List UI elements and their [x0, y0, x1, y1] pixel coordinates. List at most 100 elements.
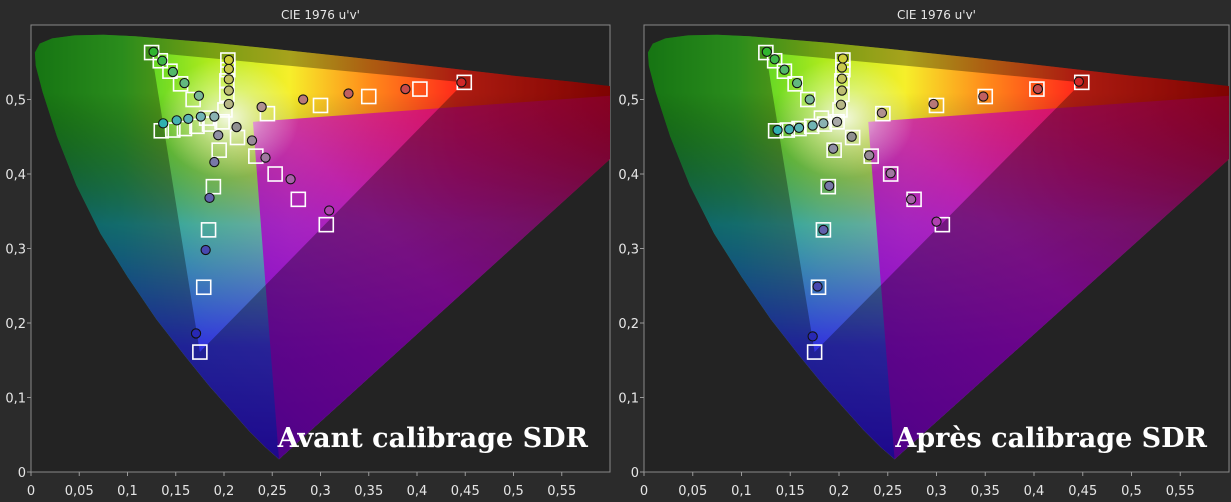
- chart-panel-1: CIE 1976 u'v' 0 0,05 0,1 0,15 0,2 0,25 0,3 0,35 0…: [5, 8, 611, 499]
- target-point-29: [815, 222, 832, 238]
- measured-point-23: [885, 168, 896, 179]
- x-tick-label: 0,2: [829, 484, 850, 499]
- x-tick-label: 0,4: [1024, 484, 1045, 499]
- measured-point-7: [223, 74, 234, 85]
- target-point-20: [803, 118, 820, 135]
- target-point-13: [1029, 81, 1045, 97]
- target-point-27: [806, 344, 823, 360]
- x-tick-label: 0,15: [161, 484, 190, 499]
- x-tick-label: 0,3: [926, 484, 947, 499]
- measured-point-22: [906, 194, 917, 205]
- chart-caption: Avant calibrage SDR: [277, 423, 589, 454]
- target-point-29: [200, 222, 217, 238]
- target-point-0: [758, 44, 774, 61]
- measured-point-0: [761, 46, 772, 57]
- measured-point-19: [807, 120, 818, 131]
- y-tick-label: 0,5: [618, 94, 639, 109]
- target-point-16: [875, 105, 891, 122]
- measured-point-8: [836, 73, 848, 84]
- measured-point-6: [223, 63, 234, 75]
- chart-caption: Après calibrage SDR: [894, 423, 1207, 454]
- y-tick-label: 0,5: [5, 94, 26, 109]
- measured-point-3: [791, 77, 803, 89]
- measured-point-20: [324, 205, 335, 216]
- target-point-22: [318, 216, 335, 233]
- target-point-28: [195, 279, 212, 296]
- y-tick-label: 0,4: [5, 168, 26, 183]
- measured-point-14: [928, 98, 939, 110]
- measured-point-8: [223, 85, 234, 96]
- measured-point-11: [400, 83, 411, 95]
- measured-point-17: [183, 113, 194, 125]
- x-tick-label: 0,05: [678, 484, 707, 499]
- y-tick-label: 0,2: [618, 317, 639, 332]
- measured-point-6: [837, 53, 849, 64]
- measured-point-17: [784, 124, 795, 135]
- target-point-27: [192, 344, 208, 360]
- measured-point-4: [804, 94, 815, 105]
- target-point-28: [810, 279, 827, 296]
- measured-point-22: [260, 152, 271, 163]
- measured-point-1: [157, 55, 168, 66]
- target-point-6: [829, 114, 845, 130]
- x-tick-label: 0,3: [310, 484, 331, 499]
- target-point-24: [267, 166, 283, 182]
- target-point-16: [259, 105, 276, 122]
- measured-point-12: [1032, 83, 1044, 95]
- target-point-23: [290, 191, 307, 208]
- x-tick-label: 0,55: [1166, 484, 1195, 499]
- measured-point-20: [818, 118, 829, 129]
- target-point-31: [211, 142, 227, 158]
- measured-point-9: [836, 85, 848, 96]
- chart-title: CIE 1976 u'v': [897, 8, 976, 22]
- measured-point-29: [824, 180, 835, 192]
- x-tick-label: 0: [27, 484, 35, 499]
- x-tick-label: 0,35: [971, 484, 1000, 499]
- target-point-30: [205, 178, 222, 195]
- target-point-13: [412, 81, 428, 97]
- measured-point-18: [195, 111, 206, 122]
- x-tick-label: 0,55: [547, 484, 576, 499]
- measured-point-26: [200, 244, 211, 256]
- measured-point-13: [297, 94, 309, 105]
- measured-point-2: [167, 66, 179, 78]
- measured-point-26: [807, 331, 818, 342]
- measured-point-11: [1073, 76, 1084, 87]
- measured-point-15: [158, 118, 169, 129]
- measured-point-13: [978, 91, 989, 102]
- measured-point-5: [831, 116, 843, 127]
- measured-point-24: [231, 121, 242, 133]
- measured-point-15: [876, 107, 888, 119]
- y-tick-label: 0: [18, 466, 26, 481]
- measured-point-10: [835, 99, 847, 110]
- measured-point-27: [812, 281, 823, 292]
- y-tick-label: 0,4: [618, 168, 639, 183]
- x-tick-label: 0,25: [258, 484, 287, 499]
- target-point-15: [312, 97, 329, 114]
- y-tick-label: 0: [631, 466, 639, 481]
- chart-title: CIE 1976 u'v': [281, 8, 360, 22]
- measured-point-19: [209, 111, 220, 122]
- measured-point-30: [828, 143, 839, 154]
- chart-panel-2: CIE 1976 u'v' 0 0,05 0,1 0,15 0,2 0,25 0,3 0,35 0…: [618, 8, 1230, 499]
- measured-point-9: [223, 98, 234, 110]
- x-tick-label: 0,05: [65, 484, 94, 499]
- y-tick-label: 0,3: [618, 243, 639, 258]
- x-tick-label: 0,4: [407, 484, 428, 499]
- measured-point-28: [209, 156, 220, 168]
- x-tick-label: 0,45: [451, 484, 480, 499]
- measured-point-7: [836, 62, 848, 73]
- y-tick-label: 0,2: [5, 317, 26, 332]
- measured-point-23: [246, 135, 258, 146]
- x-tick-label: 0,35: [354, 484, 383, 499]
- measured-point-18: [793, 122, 805, 133]
- measured-point-16: [171, 115, 182, 126]
- measured-point-29: [213, 130, 224, 141]
- x-tick-label: 0,5: [1121, 484, 1142, 499]
- measured-point-10: [456, 77, 467, 88]
- target-point-30: [820, 178, 837, 195]
- measured-point-12: [343, 88, 354, 99]
- measured-point-25: [190, 328, 202, 339]
- x-tick-label: 0,1: [731, 484, 752, 499]
- x-tick-label: 0: [640, 484, 648, 499]
